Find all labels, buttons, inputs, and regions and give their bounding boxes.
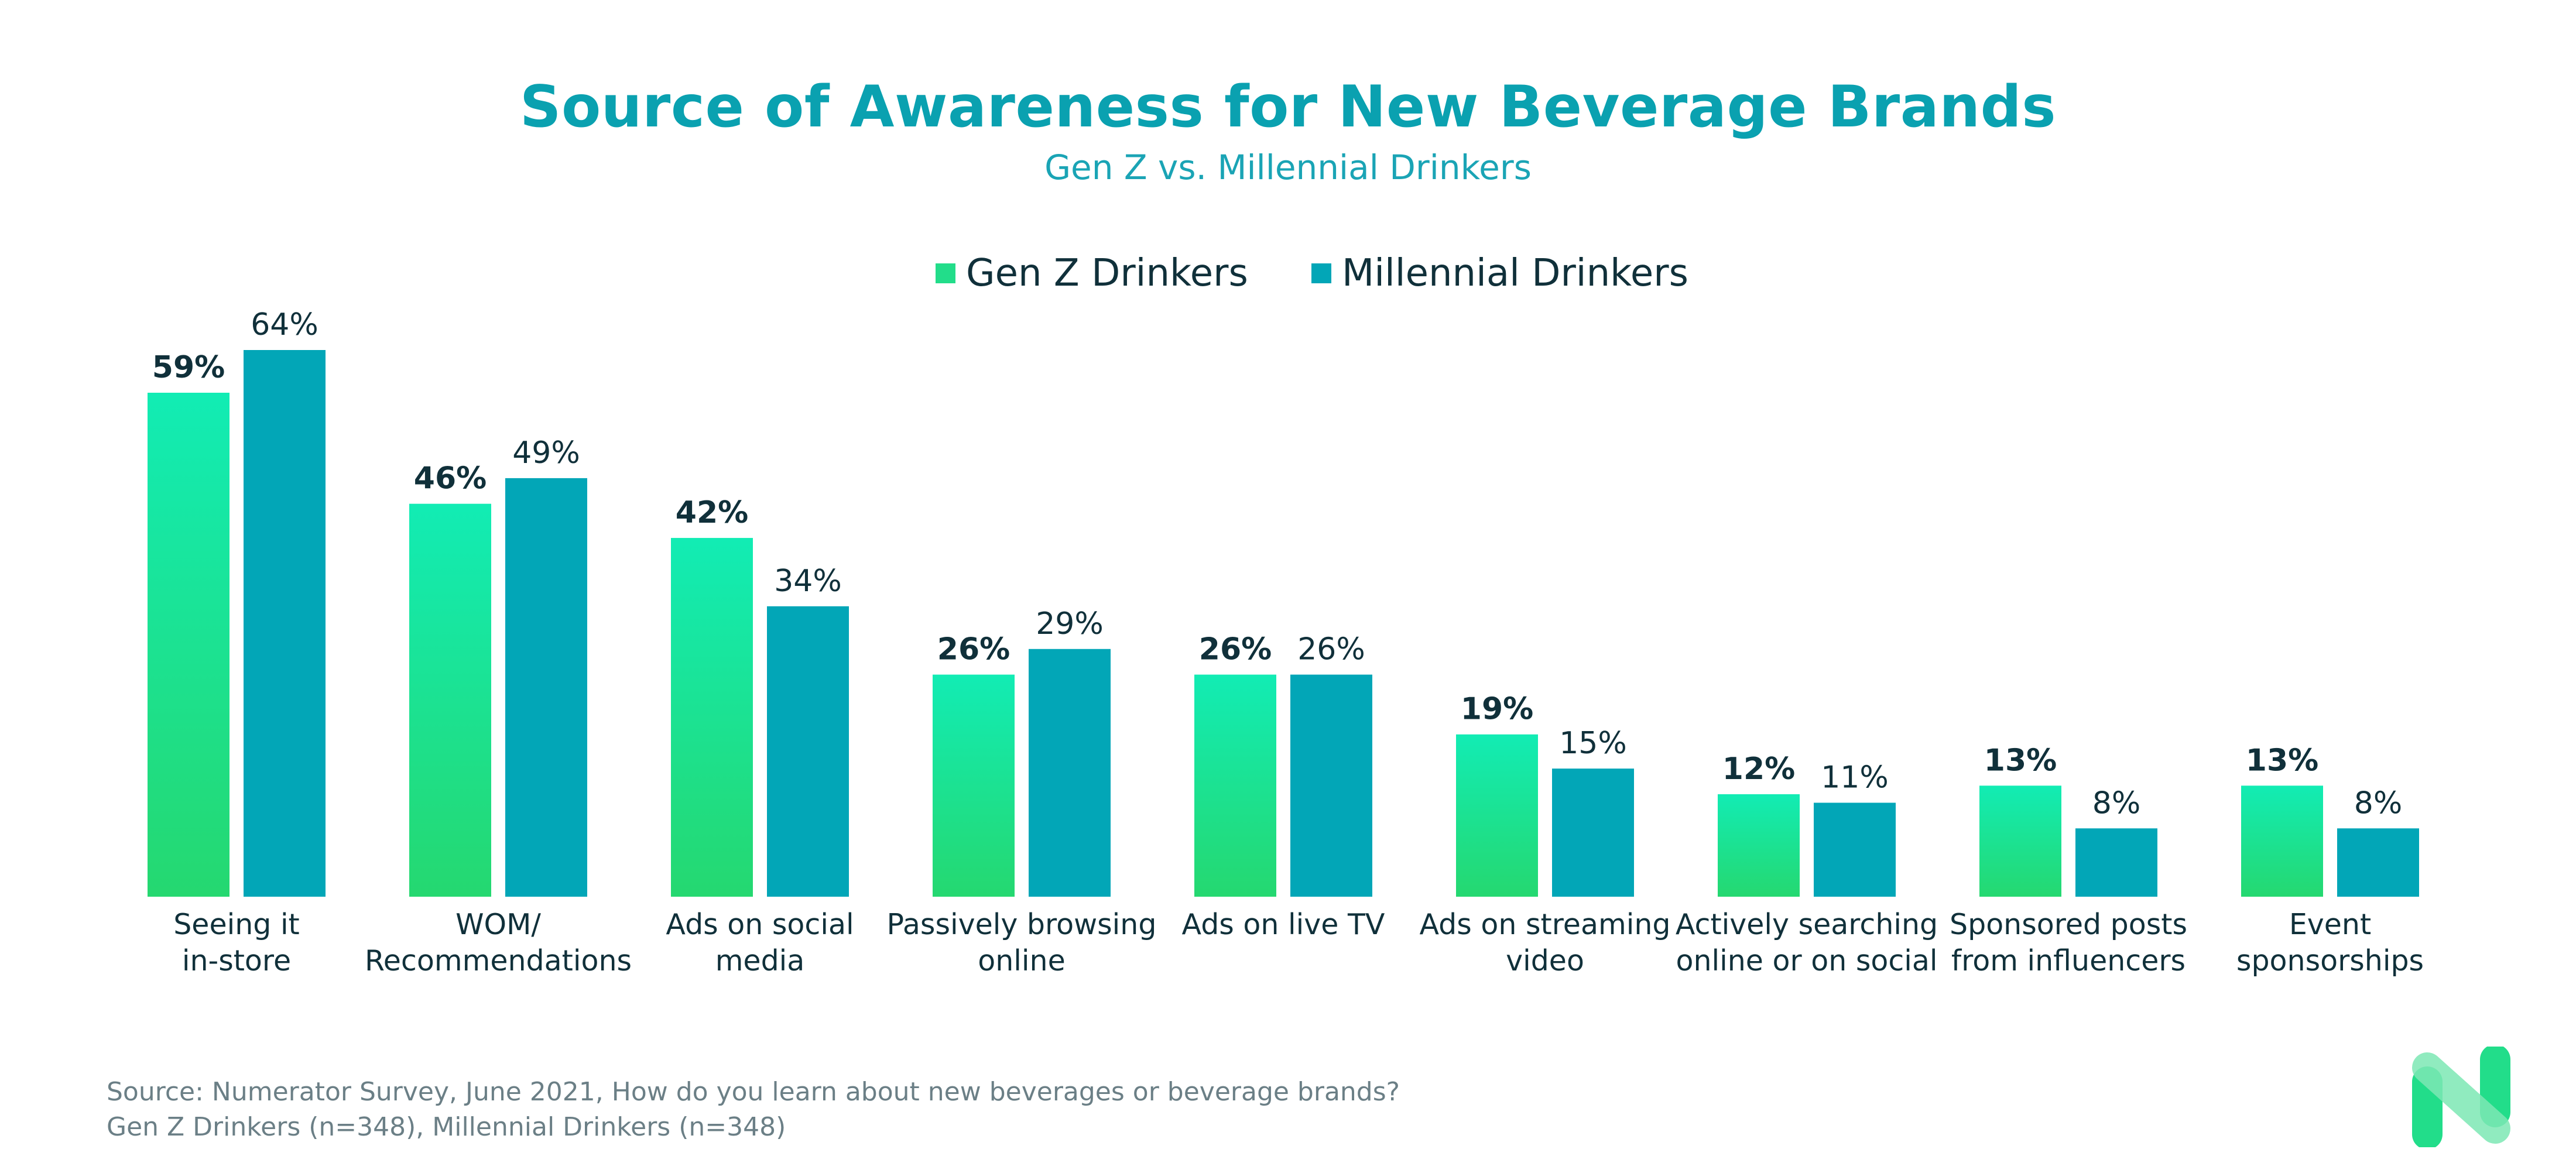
category-label: Event (2289, 908, 2371, 941)
value-label-millennial: 26% (1297, 632, 1365, 667)
bar-genz (148, 392, 229, 897)
bars-group (148, 350, 2419, 897)
category-label: video (1506, 944, 1584, 977)
value-label-millennial: 8% (2092, 785, 2141, 821)
value-label-millennial: 64% (251, 307, 318, 342)
category-label: WOM/ (455, 908, 541, 941)
category-label: Recommendations (365, 944, 632, 977)
bar-millennial (244, 350, 326, 897)
bar-genz (1194, 674, 1276, 897)
category-label: online (978, 944, 1065, 977)
bar-genz (671, 538, 753, 897)
value-label-genz: 26% (937, 632, 1010, 667)
category-label: Actively searching (1676, 908, 1938, 941)
legend-item-millennial: Millennial Drinkers (1311, 252, 1688, 295)
bar-millennial (1814, 802, 1896, 897)
legend-swatch-millennial (1311, 263, 1331, 283)
value-label-genz: 12% (1722, 752, 1795, 787)
value-label-genz: 13% (2246, 743, 2318, 778)
value-label-millennial: 49% (512, 435, 580, 471)
legend-item-genz: Gen Z Drinkers (936, 252, 1248, 295)
value-label-genz: 19% (1461, 692, 1533, 727)
bar-genz (1979, 785, 2061, 897)
numerator-n-logo-icon (2412, 1047, 2510, 1147)
bar-genz (409, 503, 491, 897)
bar-millennial (767, 606, 849, 897)
category-label: media (715, 944, 805, 977)
value-label-genz: 26% (1199, 632, 1272, 667)
category-label: in-store (182, 944, 291, 977)
bar-genz (933, 674, 1015, 897)
category-label: Passively browsing (887, 908, 1157, 941)
category-label: Ads on social (666, 908, 854, 941)
category-label: Sponsored posts (1950, 908, 2187, 941)
source-note: Source: Numerator Survey, June 2021, How… (107, 1077, 1400, 1107)
bar-genz (2241, 785, 2323, 897)
sample-note: Gen Z Drinkers (n=348), Millennial Drink… (107, 1112, 786, 1142)
legend-label-millennial: Millennial Drinkers (1342, 252, 1688, 295)
category-label: Ads on live TV (1182, 908, 1385, 941)
bar-millennial (1290, 674, 1372, 897)
chart-subtitle: Gen Z vs. Millennial Drinkers (1044, 147, 1532, 187)
value-label-genz: 13% (1984, 743, 2057, 778)
bar-genz (1456, 734, 1538, 897)
category-label: sponsorships (2236, 944, 2424, 977)
value-label-millennial: 15% (1559, 726, 1627, 761)
category-label: online or on social (1676, 944, 1937, 977)
value-label-millennial: 29% (1036, 606, 1104, 642)
category-label: Seeing it (173, 908, 300, 941)
category-label: Ads on streaming (1420, 908, 1671, 941)
value-label-genz: 59% (152, 350, 225, 385)
value-label-millennial: 11% (1821, 760, 1889, 795)
value-label-genz: 46% (414, 461, 487, 496)
value-label-millennial: 34% (774, 564, 842, 599)
bar-millennial (505, 478, 587, 897)
value-labels-group: 59% 64% 46% 49% 42% 34% 26% 29% 26% 26% 19% 15% 12% 1… (152, 307, 2402, 821)
legend-swatch-genz (936, 263, 955, 283)
bar-millennial (1552, 769, 1634, 897)
value-label-genz: 42% (676, 495, 748, 530)
chart-title: Source of Awareness for New Beverage Bra… (519, 74, 2057, 140)
bar-millennial (1029, 649, 1111, 897)
value-label-millennial: 8% (2354, 785, 2403, 821)
bar-millennial (2075, 828, 2157, 897)
legend-label-genz: Gen Z Drinkers (966, 252, 1248, 295)
category-label: from influencers (1951, 944, 2186, 977)
bar-millennial (2337, 828, 2419, 897)
bar-genz (1718, 794, 1800, 897)
